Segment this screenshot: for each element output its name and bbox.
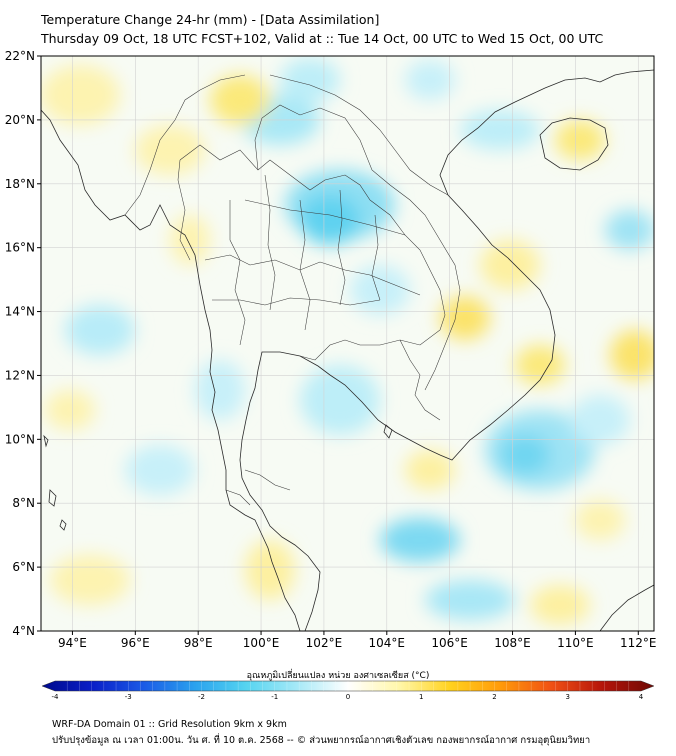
lon-label: 102°E [306,636,343,650]
lon-label: 100°E [243,636,280,650]
lat-label: 20°N [5,113,35,127]
colorbar-title: อุณหภูมิเปลี่ยนแปลง หน่วย องศาเซลเซียส (… [246,671,430,681]
colorbar-tick-label: 4 [639,693,644,700]
map-frame [40,55,655,632]
lat-label: 22°N [5,49,35,63]
colorbar-tick-label: -2 [198,693,205,700]
colorbar-tick-label: 0 [346,693,350,700]
colorbar-tick-label: 3 [566,693,570,700]
lon-label: 112°E [620,636,657,650]
lon-label: 110°E [557,636,594,650]
colorbar-tick-label: 1 [419,693,423,700]
map-title: Temperature Change 24-hr (mm) - [Data As… [41,12,380,27]
lon-label: 96°E [121,636,150,650]
lat-label: 6°N [12,560,35,574]
map-gridlines [41,56,654,631]
colorbar-tick-label: 2 [492,693,496,700]
temperature-change-map: 22°N 20°N 18°N 16°N 14°N 12°N 10°N 8°N 6°N 4°N 94… [5,49,657,700]
footer-update-info: ปรับปรุงข้อมูล ณ เวลา 01:00น. วัน ศ. ที่… [52,735,591,746]
lat-label: 18°N [5,177,35,191]
footer-model-info: WRF-DA Domain 01 :: Grid Resolution 9km … [52,719,287,730]
colorbar-tick-label: -4 [52,693,60,700]
latitude-labels: 22°N 20°N 18°N 16°N 14°N 12°N 10°N 8°N 6°N 4°N [5,49,41,638]
province-borders [124,74,461,506]
lon-label: 104°E [369,636,406,650]
colorbar-tick-label: -1 [271,693,278,700]
coastlines [41,69,654,631]
lon-label: 106°E [431,636,468,650]
lat-label: 4°N [12,624,35,638]
colorbar-tick-label: -3 [125,693,132,700]
colorbar: -4 -3 -2 -1 0 1 2 3 4 [41,680,655,700]
colorbar-gradient [41,680,655,692]
lon-label: 108°E [494,636,531,650]
lat-label: 16°N [5,241,35,255]
lon-label: 94°E [58,636,87,650]
lat-label: 8°N [12,496,35,510]
longitude-labels: 94°E 96°E 98°E 100°E 102°E 104°E 106°E 108°E 110… [58,631,657,650]
lat-label: 10°N [5,432,35,446]
lat-label: 12°N [5,368,35,382]
lon-label: 98°E [184,636,213,650]
map-subtitle: Thursday 09 Oct, 18 UTC FCST+102, Valid … [41,31,604,46]
lat-label: 14°N [5,305,35,319]
